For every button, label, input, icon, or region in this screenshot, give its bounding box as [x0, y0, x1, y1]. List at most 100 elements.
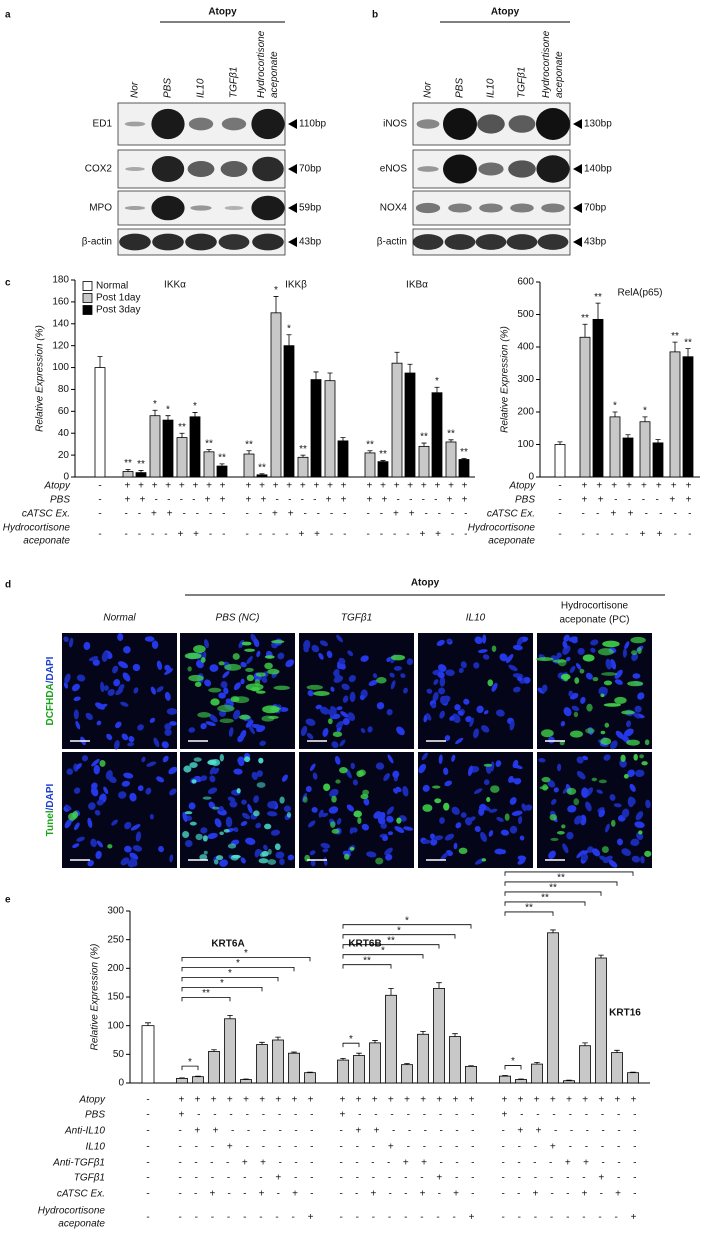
stain — [570, 730, 583, 738]
stain — [557, 659, 567, 667]
nucleus — [605, 823, 610, 833]
blot-band — [188, 117, 214, 131]
nucleus — [253, 795, 259, 804]
nucleus — [305, 785, 312, 793]
bar — [310, 379, 322, 478]
significance-bracket — [181, 956, 311, 962]
nucleus — [562, 843, 569, 854]
treatment-cell: + + + + + + + + + — [502, 1095, 637, 1106]
stain — [540, 729, 554, 738]
nucleus — [548, 850, 556, 859]
nucleus — [622, 648, 627, 658]
nucleus — [451, 806, 460, 815]
nucleus — [326, 709, 334, 717]
nucleus — [340, 711, 349, 718]
nucleus — [645, 799, 651, 809]
nucleus — [614, 669, 623, 679]
treatment-cell: - - - - + + - - — [367, 529, 468, 540]
stain — [602, 640, 620, 648]
nucleus — [270, 829, 281, 836]
error-bar — [582, 1042, 588, 1046]
error-bar — [595, 302, 601, 320]
nucleus — [509, 720, 515, 731]
column-label: TGFβ1 — [341, 613, 372, 624]
treatment-cell: + + + + + + + + — [125, 481, 226, 492]
y-tick-label: 160 — [52, 297, 69, 308]
stain — [224, 663, 242, 671]
nucleus — [467, 765, 474, 776]
nucleus — [232, 709, 241, 720]
nucleus — [115, 688, 124, 696]
treatment-cell: + + - - - - + + — [246, 495, 347, 506]
nucleus — [384, 847, 393, 856]
bar — [579, 1045, 591, 1084]
error-bar — [550, 929, 556, 933]
error-bar — [452, 1033, 458, 1037]
nucleus — [209, 775, 216, 783]
bar — [563, 1080, 575, 1084]
nucleus — [483, 779, 490, 786]
blot-row-label: NOX4 — [380, 203, 408, 214]
significance-bracket — [181, 966, 295, 972]
lane-label: aceponate — [269, 51, 280, 98]
stain — [644, 850, 652, 857]
blot-size-label: 130bp — [584, 119, 612, 130]
nucleus — [129, 792, 137, 802]
nucleus — [460, 812, 467, 818]
nucleus — [118, 661, 129, 669]
nucleus — [454, 704, 461, 711]
nucleus — [436, 639, 445, 646]
nucleus — [571, 705, 580, 712]
nucleus — [348, 674, 356, 683]
nucleus — [577, 647, 585, 655]
y-tick-label: 50 — [113, 1049, 125, 1060]
y-tick-label: 100 — [517, 439, 534, 450]
group-title: IKBα — [406, 280, 428, 291]
nucleus — [403, 826, 414, 831]
nucleus — [463, 698, 470, 705]
blot-band — [510, 203, 534, 213]
nucleus — [209, 766, 216, 775]
stain — [357, 817, 362, 824]
y-tick-label: 0 — [118, 1078, 124, 1089]
nucleus — [312, 772, 318, 780]
treatment-cell: - - - - - - - - + — [179, 1212, 314, 1223]
stain — [273, 685, 290, 691]
nucleus — [169, 721, 177, 726]
nucleus — [610, 740, 618, 750]
lane-label: TGFβ1 — [229, 67, 240, 98]
nucleus — [319, 640, 329, 647]
bar — [176, 1078, 188, 1084]
stain — [639, 754, 644, 759]
blot-size-label: 70bp — [584, 203, 607, 214]
nucleus — [287, 854, 295, 861]
nucleus — [605, 658, 612, 670]
nucleus — [114, 740, 120, 750]
blot-row-label: β-actin — [82, 237, 112, 248]
stain — [239, 714, 251, 720]
blot-band — [151, 195, 185, 221]
stain — [218, 661, 225, 666]
blot-band — [448, 203, 472, 213]
stain — [591, 777, 598, 782]
error-bar — [356, 1052, 362, 1056]
nucleus — [240, 729, 247, 739]
nucleus — [164, 664, 171, 672]
row-label-part: Tunel — [45, 810, 56, 836]
error-bar — [534, 1061, 540, 1065]
nucleus — [169, 854, 174, 863]
bar — [364, 452, 376, 478]
nucleus — [205, 721, 216, 727]
nucleus — [63, 681, 69, 689]
significance-bracket — [342, 934, 456, 939]
nucleus — [438, 664, 447, 672]
stain — [396, 817, 402, 824]
y-axis-label: Relative Expression (%) — [35, 325, 46, 432]
blot-arrow — [573, 164, 582, 174]
nucleus — [576, 771, 586, 780]
treatment-label: Hydrocortisone — [38, 1206, 106, 1217]
error-bar — [259, 1041, 265, 1045]
bar — [639, 421, 651, 478]
stain — [604, 722, 610, 728]
bar — [337, 440, 349, 478]
